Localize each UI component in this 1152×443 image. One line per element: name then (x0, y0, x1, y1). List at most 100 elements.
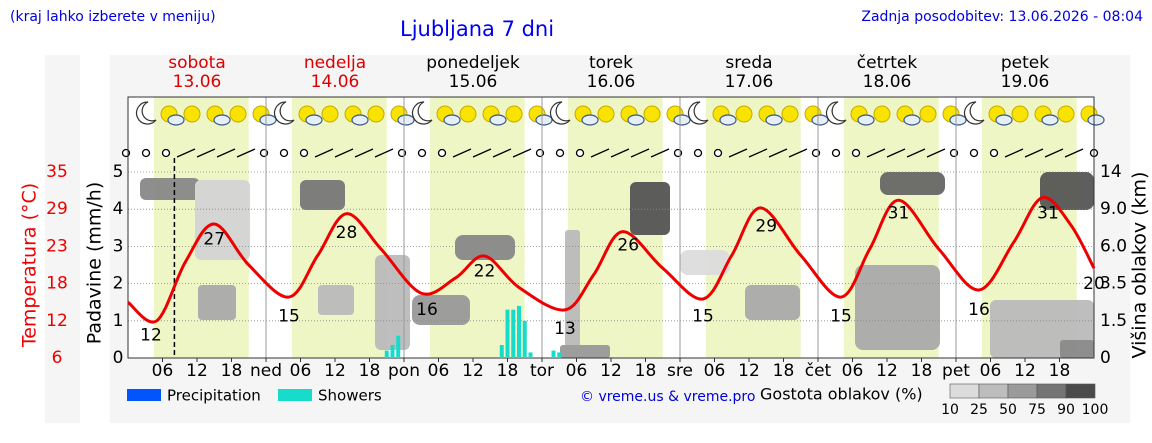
cloud-legend-level: 100 (1082, 402, 1109, 418)
cloud (880, 172, 945, 195)
wind-barb (650, 148, 670, 158)
cloud (375, 255, 410, 350)
cloud-icon (995, 114, 1013, 126)
calm-marker (161, 148, 171, 158)
x-tick-label: čet (805, 361, 832, 381)
cloud-legend-level: 50 (999, 402, 1017, 418)
wind-barb (196, 148, 216, 158)
cloud-icon (489, 114, 507, 126)
calm-marker (693, 148, 703, 158)
moon-icon (135, 101, 157, 125)
cloud-icon (1087, 114, 1105, 126)
precip-bar (511, 309, 516, 358)
x-tick-label: ned (250, 361, 282, 381)
sun-icon (367, 105, 385, 123)
sun-icon (643, 105, 661, 123)
x-tick-label: 12 (738, 361, 760, 381)
day-name: četrtek (857, 53, 918, 73)
cloud (412, 295, 470, 325)
x-tick-label: 06 (980, 361, 1002, 381)
sun-icon (459, 105, 477, 123)
precip-bar (499, 344, 504, 358)
wind-barb (728, 148, 748, 158)
day-name: sreda (725, 53, 772, 73)
x-tick-label: 18 (1049, 361, 1071, 381)
sun-icon (505, 105, 523, 123)
legend-swatch (278, 389, 312, 401)
cloud-icon (857, 114, 875, 126)
cloud-icon (627, 114, 645, 126)
x-tick-label: 12 (324, 361, 346, 381)
calm-marker (713, 148, 723, 158)
wind-barb (1004, 148, 1024, 158)
updated: Zadnja posodobitev: 13.06.2026 - 08:04 (861, 9, 1143, 25)
cloud-icon (535, 114, 553, 126)
temp-extreme-label: 12 (140, 326, 162, 346)
y2-tick-label: 3.5 (1100, 274, 1127, 294)
x-tick-label: sre (667, 361, 693, 381)
cloud (300, 180, 345, 210)
y2-axis-label: Višina oblakov (km) (1129, 172, 1151, 359)
cloud-legend-title: Gostota oblakov (%) (760, 385, 923, 404)
cloud-legend-level: 25 (970, 402, 988, 418)
cloud (195, 180, 250, 260)
temp-tick-label: 18 (46, 274, 68, 294)
cloud-legend-box (1065, 383, 1096, 399)
temp-extreme-label: 27 (203, 229, 225, 249)
wind-barb (354, 148, 374, 158)
cloud (745, 285, 800, 320)
calm-marker (279, 148, 289, 158)
calm-marker (851, 148, 861, 158)
x-tick-label: 18 (911, 361, 933, 381)
y2-tick-label: 9.0 (1100, 199, 1127, 219)
precip-bar (390, 344, 395, 358)
calm-marker (299, 148, 309, 158)
day-date: 15.06 (449, 72, 498, 92)
temp-extreme-label: 22 (474, 261, 496, 281)
x-tick-label: 06 (290, 361, 312, 381)
cloud (680, 250, 730, 275)
x-tick-label: 12 (462, 361, 484, 381)
temperature-line (127, 196, 1096, 324)
calm-marker (969, 148, 979, 158)
cloud-icon (167, 114, 185, 126)
cloud (630, 182, 670, 235)
temp-tick-label: 23 (46, 236, 68, 256)
y-tick-label: 5 (113, 162, 124, 182)
legend-label: Precipitation (167, 387, 261, 405)
y-tick-label: 0 (113, 348, 124, 368)
wind-barb (610, 148, 630, 158)
x-tick-label: 12 (600, 361, 622, 381)
temp-axis-label: Temperatura (°C) (19, 183, 41, 348)
precip-bar (528, 352, 533, 358)
moon-icon (411, 101, 433, 125)
x-tick-label: 18 (359, 361, 381, 381)
wind-barb (452, 148, 472, 158)
x-tick-label: pon (388, 361, 420, 381)
temp-extreme-label: 31 (888, 204, 910, 224)
temp-extreme-label: 15 (830, 306, 852, 326)
day-date: 18.06 (863, 72, 912, 92)
calm-marker (417, 148, 427, 158)
cloud (1060, 340, 1094, 358)
precip-bar (384, 350, 389, 358)
x-tick-label: tor (530, 361, 554, 381)
x-tick-label: 06 (704, 361, 726, 381)
cloud (198, 285, 236, 320)
cloud-icon (673, 114, 691, 126)
x-tick-label: 06 (428, 361, 450, 381)
calm-marker (555, 148, 565, 158)
calm-marker (989, 148, 999, 158)
title: Ljubljana 7 dni (400, 17, 554, 41)
x-tick-label: 06 (566, 361, 588, 381)
cloud-icon (719, 114, 737, 126)
cloud-icon (1041, 114, 1059, 126)
cloud-legend-box (949, 383, 980, 399)
sun-icon (1011, 105, 1029, 123)
precip-bar (551, 350, 556, 358)
x-tick-label: pet (942, 361, 970, 381)
temp-tick-label: 6 (52, 348, 63, 368)
legend-label: Showers (318, 387, 382, 405)
